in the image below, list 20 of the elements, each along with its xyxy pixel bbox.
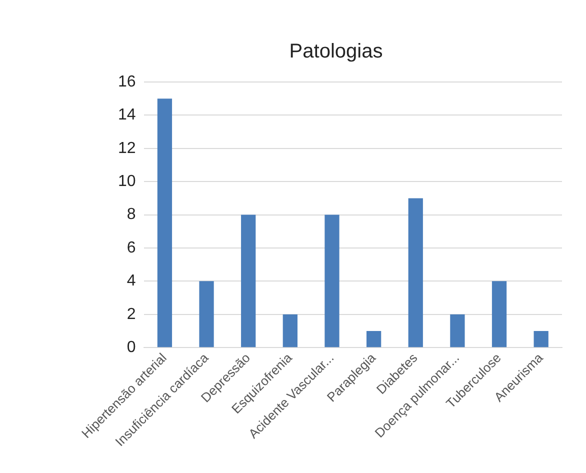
bar xyxy=(199,281,214,348)
bar xyxy=(450,314,465,348)
bar xyxy=(408,198,423,348)
bar xyxy=(534,330,548,348)
y-tick-label: 0 xyxy=(126,338,136,356)
bar xyxy=(282,314,298,348)
chart-title: Patologias xyxy=(289,40,383,63)
y-tick-label: 14 xyxy=(118,106,136,124)
y-tick-label: 12 xyxy=(118,140,136,157)
bar xyxy=(157,98,172,348)
bar xyxy=(324,214,340,348)
bar xyxy=(366,330,382,348)
y-tick-label: 8 xyxy=(126,206,136,224)
y-tick-label: 16 xyxy=(118,73,136,90)
bar xyxy=(492,281,507,348)
y-tick-label: 2 xyxy=(126,306,136,323)
y-tick-label: 10 xyxy=(118,172,136,190)
y-tick-label: 4 xyxy=(126,272,136,290)
y-tick-label: 6 xyxy=(126,239,136,256)
bar xyxy=(241,214,256,348)
